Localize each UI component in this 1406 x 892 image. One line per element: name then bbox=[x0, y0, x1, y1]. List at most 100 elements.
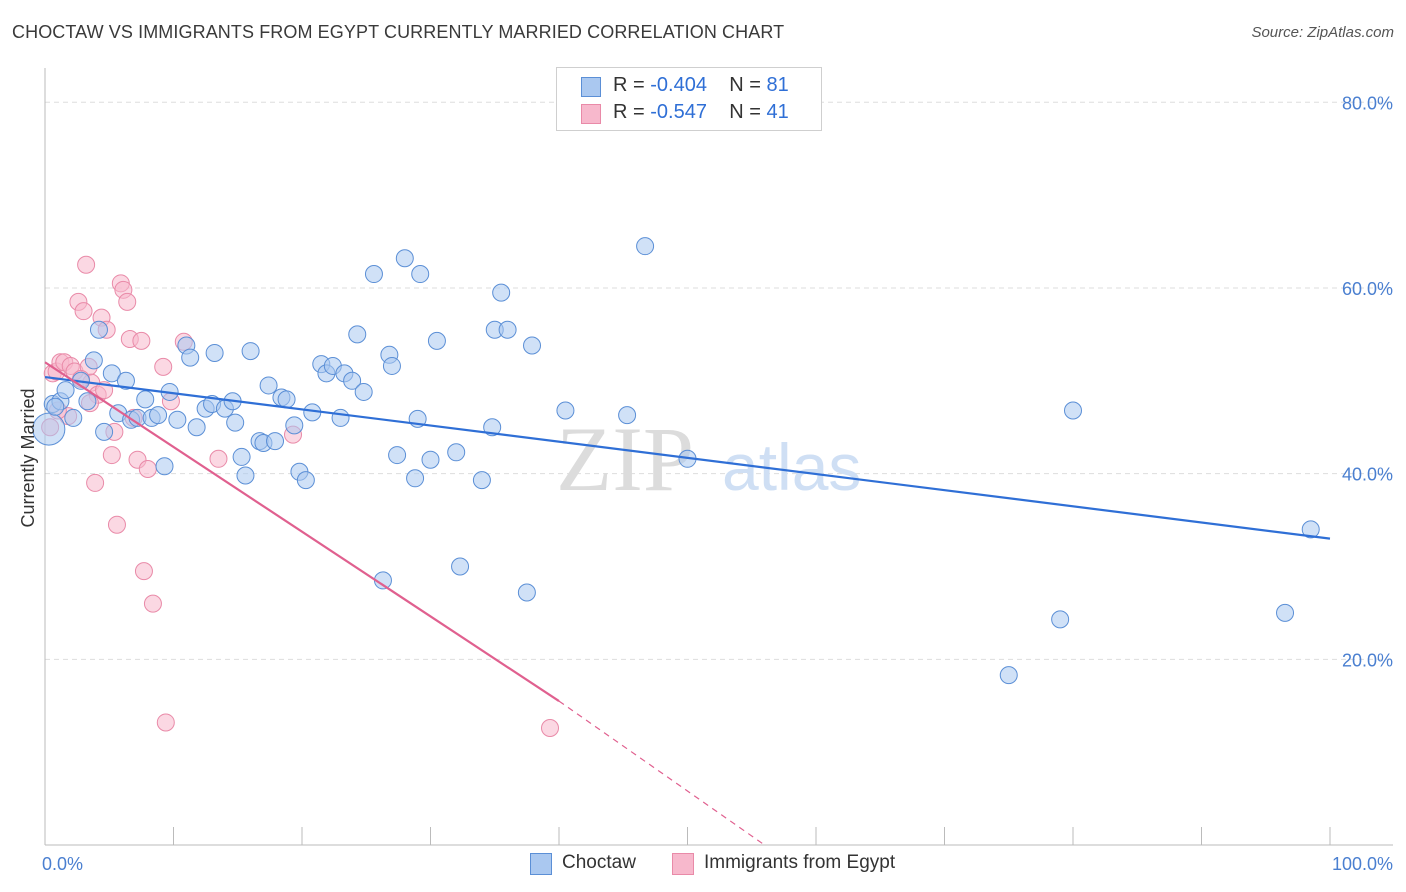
egypt-point bbox=[134, 562, 153, 581]
choctaw-point bbox=[447, 443, 466, 462]
choctaw-point bbox=[277, 390, 296, 409]
choctaw-point bbox=[46, 397, 65, 416]
trend-lines bbox=[44, 361, 1331, 846]
choctaw-point bbox=[116, 371, 135, 390]
choctaw-point bbox=[78, 392, 97, 411]
chart-title: CHOCTAW VS IMMIGRANTS FROM EGYPT CURRENT… bbox=[12, 22, 785, 42]
axes bbox=[44, 68, 1393, 846]
choctaw-point bbox=[95, 422, 114, 441]
egypt-point bbox=[102, 446, 121, 465]
egypt-point bbox=[118, 292, 137, 311]
choctaw-point bbox=[451, 557, 470, 576]
choctaw-point bbox=[523, 336, 542, 355]
choctaw-point bbox=[343, 371, 362, 390]
y-axis-title: Currently Married bbox=[18, 388, 38, 527]
tick-labels: 20.0% 40.0% 60.0% 80.0% 0.0% 100.0% bbox=[42, 93, 1393, 874]
choctaw-point bbox=[395, 249, 414, 268]
choctaw-point bbox=[187, 418, 206, 437]
choctaw-point bbox=[236, 466, 255, 485]
legend-swatch-choctaw bbox=[581, 77, 601, 97]
watermark-atlas: atlas bbox=[722, 430, 861, 504]
legend-r-label: R = bbox=[613, 101, 651, 123]
choctaw-point bbox=[483, 418, 502, 437]
y-tick-label: 40.0% bbox=[1342, 465, 1393, 485]
source-label: Source: ZipAtlas.com bbox=[1251, 24, 1394, 41]
choctaw-point bbox=[556, 401, 575, 420]
choctaw-point bbox=[64, 408, 83, 427]
legend-n-value: 41 bbox=[766, 101, 789, 123]
choctaw-point bbox=[259, 376, 278, 395]
egypt-point bbox=[156, 713, 175, 732]
choctaw-point bbox=[149, 406, 168, 425]
choctaw-point bbox=[1301, 520, 1320, 539]
choctaw-point bbox=[296, 471, 315, 490]
egypt-point bbox=[209, 449, 228, 468]
choctaw-point bbox=[517, 583, 536, 602]
choctaw-swatch-icon bbox=[530, 853, 552, 875]
choctaw-point bbox=[618, 406, 637, 425]
choctaw-point bbox=[382, 356, 401, 375]
choctaw-point bbox=[136, 390, 155, 409]
egypt-point bbox=[541, 719, 560, 738]
choctaw-point bbox=[89, 320, 108, 339]
choctaw-point bbox=[406, 469, 425, 488]
legend-n-value: 81 bbox=[766, 74, 789, 96]
egypt-point bbox=[107, 515, 126, 534]
x-tick-label: 0.0% bbox=[42, 854, 83, 874]
choctaw-point bbox=[498, 320, 517, 339]
y-tick-label: 80.0% bbox=[1342, 93, 1393, 113]
egypt-point bbox=[132, 331, 151, 350]
choctaw-point bbox=[636, 237, 655, 256]
y-tick-label: 20.0% bbox=[1342, 650, 1393, 670]
choctaw-point bbox=[285, 416, 304, 435]
choctaw-point bbox=[56, 381, 75, 400]
choctaw-point bbox=[232, 447, 251, 466]
egypt-trend-line bbox=[44, 361, 560, 703]
choctaw-point bbox=[331, 408, 350, 427]
egypt-trend-extension bbox=[558, 700, 765, 846]
egypt-point bbox=[77, 255, 96, 274]
choctaw-point bbox=[84, 351, 103, 370]
choctaw-point bbox=[492, 283, 511, 302]
egypt-point bbox=[86, 473, 105, 492]
bottom-legend-label: Choctaw bbox=[562, 852, 636, 873]
choctaw-point bbox=[427, 331, 446, 350]
egypt-point bbox=[74, 302, 93, 321]
choctaw-points bbox=[32, 237, 1320, 685]
egypt-point bbox=[138, 459, 157, 478]
legend-n-label: N = bbox=[729, 74, 767, 96]
choctaw-point bbox=[168, 410, 187, 429]
choctaw-point bbox=[226, 413, 245, 432]
grid bbox=[45, 101, 1393, 660]
choctaw-point bbox=[205, 343, 224, 362]
egypt-points bbox=[41, 255, 560, 738]
bottom-legend-label: Immigrants from Egypt bbox=[704, 852, 896, 873]
choctaw-point bbox=[472, 471, 491, 490]
legend-r-label: R = bbox=[613, 74, 651, 96]
choctaw-point bbox=[348, 325, 367, 344]
choctaw-point bbox=[999, 666, 1018, 685]
choctaw-point bbox=[411, 265, 430, 284]
x-tick-label: 100.0% bbox=[1332, 854, 1393, 874]
choctaw-point bbox=[354, 382, 373, 401]
egypt-point bbox=[154, 357, 173, 376]
y-tick-label: 60.0% bbox=[1342, 279, 1393, 299]
legend-r-value: -0.547 bbox=[650, 101, 707, 123]
choctaw-point bbox=[421, 450, 440, 469]
choctaw-point bbox=[102, 364, 121, 383]
choctaw-point bbox=[155, 457, 174, 476]
legend-swatch-egypt bbox=[581, 104, 601, 124]
choctaw-point bbox=[1051, 610, 1070, 629]
egypt-point bbox=[143, 594, 162, 613]
choctaw-trend-line bbox=[44, 375, 1331, 540]
choctaw-point bbox=[1064, 401, 1082, 420]
legend-r-value: -0.404 bbox=[650, 74, 707, 96]
choctaw-point bbox=[241, 342, 260, 361]
choctaw-point bbox=[388, 446, 407, 465]
choctaw-point bbox=[364, 265, 383, 284]
choctaw-point bbox=[1276, 603, 1295, 622]
legend-n-label: N = bbox=[729, 101, 767, 123]
watermark-zip: ZIP bbox=[556, 408, 694, 510]
choctaw-point bbox=[266, 432, 285, 451]
